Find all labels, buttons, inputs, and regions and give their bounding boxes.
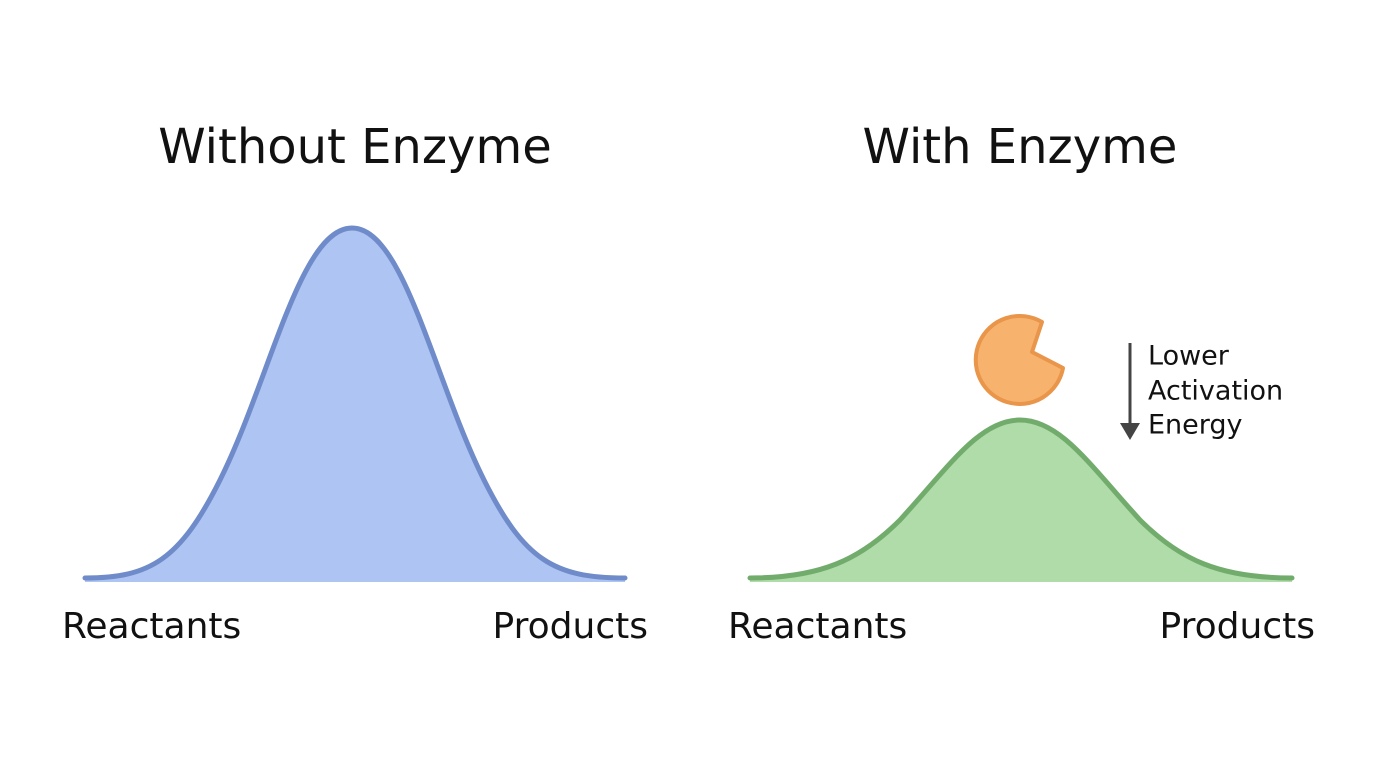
start-label: Reactants [62, 606, 241, 647]
end-label: Products [493, 606, 648, 647]
annotation-line: Energy [1148, 410, 1243, 441]
end-label: Products [1160, 606, 1315, 647]
enzyme-icon [973, 313, 1065, 406]
start-label: Reactants [728, 606, 907, 647]
panel-title: Without Enzyme [158, 119, 552, 175]
panel-without-enzyme: Without Enzyme Reactants Products [62, 119, 648, 647]
arrow-head [1120, 423, 1140, 440]
energy-area [85, 228, 625, 582]
panel-with-enzyme: With Enzyme Lower Activation Energy Reac… [728, 119, 1315, 647]
energy-curve [82, 225, 628, 581]
energy-area [750, 420, 1292, 582]
annotation-line: Lower [1148, 341, 1230, 372]
annotation-line: Activation [1148, 376, 1283, 407]
energy-curve [747, 417, 1295, 581]
panel-title: With Enzyme [863, 119, 1178, 175]
